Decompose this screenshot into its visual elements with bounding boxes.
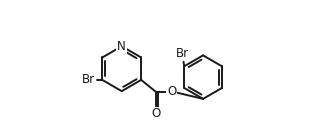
Text: O: O bbox=[167, 85, 176, 98]
Text: Br: Br bbox=[82, 73, 95, 86]
Text: N: N bbox=[117, 40, 126, 53]
Text: O: O bbox=[151, 107, 161, 120]
Text: Br: Br bbox=[176, 47, 190, 60]
